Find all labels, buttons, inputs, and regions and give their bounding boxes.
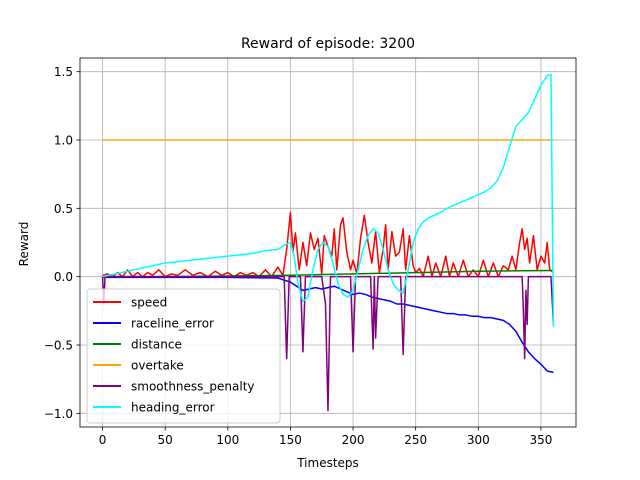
series-line-smoothness-penalty xyxy=(101,275,555,412)
x-tick-label: 350 xyxy=(529,433,552,447)
series-line-heading-error xyxy=(102,73,555,328)
y-tick-label: 1.0 xyxy=(54,134,73,148)
series-line-speed xyxy=(102,211,554,278)
legend-label-overtake: overtake xyxy=(131,359,184,373)
legend-label-smoothness-penalty: smoothness_penalty xyxy=(131,380,255,394)
y-tick-label: 0.0 xyxy=(54,270,73,284)
y-tick-label: 1.5 xyxy=(54,65,73,79)
legend-label-raceline-error: raceline_error xyxy=(131,317,214,331)
legend-box xyxy=(86,288,281,424)
x-tick-label: 0 xyxy=(99,433,107,447)
plot-frame xyxy=(79,57,577,428)
y-tick-label: −1.0 xyxy=(44,407,73,421)
x-tick-label: 200 xyxy=(342,433,365,447)
legend-label-heading-error: heading_error xyxy=(131,401,215,415)
series-line-raceline-error xyxy=(102,276,554,374)
y-axis-label: Reward xyxy=(17,222,31,267)
x-tick-label: 100 xyxy=(216,433,239,447)
legend-label-speed: speed xyxy=(131,296,167,310)
y-tick-label: −0.5 xyxy=(44,339,73,353)
x-axis-label: Timesteps xyxy=(296,456,359,470)
x-tick-label: 50 xyxy=(158,433,173,447)
series-line-distance xyxy=(102,269,554,278)
y-tick-label: 0.5 xyxy=(54,202,73,216)
legend-label-distance: distance xyxy=(131,338,182,352)
chart-title: Reward of episode: 3200 xyxy=(241,36,415,52)
legend: speed raceline_error distance overtake smoot… xyxy=(86,288,281,424)
x-tick-label: 150 xyxy=(279,433,302,447)
x-tick-label: 250 xyxy=(404,433,427,447)
x-tick-label: 300 xyxy=(467,433,490,447)
